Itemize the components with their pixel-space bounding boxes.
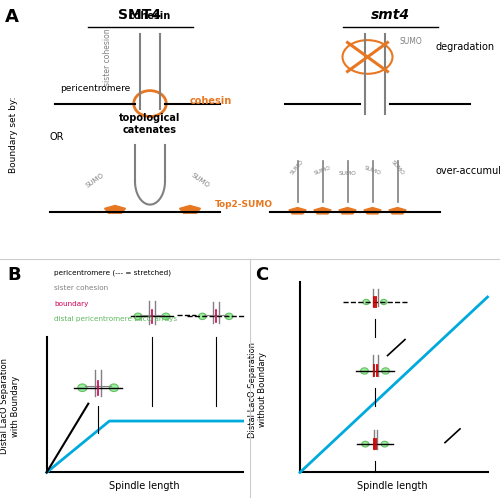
- Text: SUMO: SUMO: [338, 171, 356, 176]
- Text: topological
catenates: topological catenates: [120, 113, 180, 134]
- Text: SUMO: SUMO: [390, 159, 405, 176]
- Ellipse shape: [381, 441, 388, 447]
- Polygon shape: [289, 208, 306, 214]
- Text: Boundary set by:: Boundary set by:: [10, 97, 18, 173]
- Text: distal pericentromere LacO arrays: distal pericentromere LacO arrays: [54, 316, 177, 322]
- Ellipse shape: [110, 384, 118, 391]
- Ellipse shape: [162, 313, 170, 320]
- Text: degradation: degradation: [435, 42, 494, 52]
- Text: sister cohesion: sister cohesion: [54, 285, 108, 291]
- Text: pericentromere: pericentromere: [60, 84, 130, 93]
- Polygon shape: [314, 208, 331, 214]
- Ellipse shape: [380, 299, 387, 305]
- Ellipse shape: [362, 441, 369, 447]
- Polygon shape: [364, 208, 381, 214]
- Text: B: B: [8, 266, 21, 284]
- Text: Spindle length: Spindle length: [357, 481, 428, 491]
- Text: A: A: [5, 8, 19, 26]
- Text: Distal LacO Separation
with Boundary: Distal LacO Separation with Boundary: [0, 358, 20, 454]
- Polygon shape: [389, 208, 406, 214]
- Text: smt4: smt4: [370, 8, 410, 22]
- Text: SUMO: SUMO: [190, 172, 210, 189]
- Ellipse shape: [78, 384, 87, 391]
- Text: SUMO: SUMO: [84, 172, 105, 189]
- Text: SUMO: SUMO: [290, 159, 305, 176]
- Polygon shape: [180, 206, 201, 213]
- Text: Distal LacO Separation
without Boundary: Distal LacO Separation without Boundary: [248, 342, 267, 438]
- Text: Top2-SUMO: Top2-SUMO: [215, 200, 273, 209]
- Text: SUMO: SUMO: [400, 37, 423, 46]
- Ellipse shape: [363, 299, 370, 305]
- Text: SMT4: SMT4: [118, 8, 162, 22]
- Text: SUMO: SUMO: [364, 165, 382, 176]
- Text: OR: OR: [50, 132, 64, 142]
- Polygon shape: [104, 206, 126, 213]
- Text: pericentromere (--- = stretched): pericentromere (--- = stretched): [54, 270, 171, 276]
- Text: over-accumulation: over-accumulation: [435, 166, 500, 176]
- Ellipse shape: [198, 313, 206, 320]
- Text: C: C: [255, 266, 268, 284]
- Text: sister cohesion: sister cohesion: [103, 28, 112, 86]
- Ellipse shape: [134, 313, 142, 320]
- Text: cohesin: cohesin: [190, 96, 232, 106]
- Text: SUMO: SUMO: [314, 165, 332, 176]
- Text: cohesin: cohesin: [129, 11, 171, 21]
- Ellipse shape: [382, 368, 390, 374]
- Text: boundary: boundary: [54, 301, 88, 307]
- Text: Spindle length: Spindle length: [110, 481, 180, 491]
- Ellipse shape: [225, 313, 233, 320]
- Polygon shape: [339, 208, 356, 214]
- Ellipse shape: [360, 368, 368, 374]
